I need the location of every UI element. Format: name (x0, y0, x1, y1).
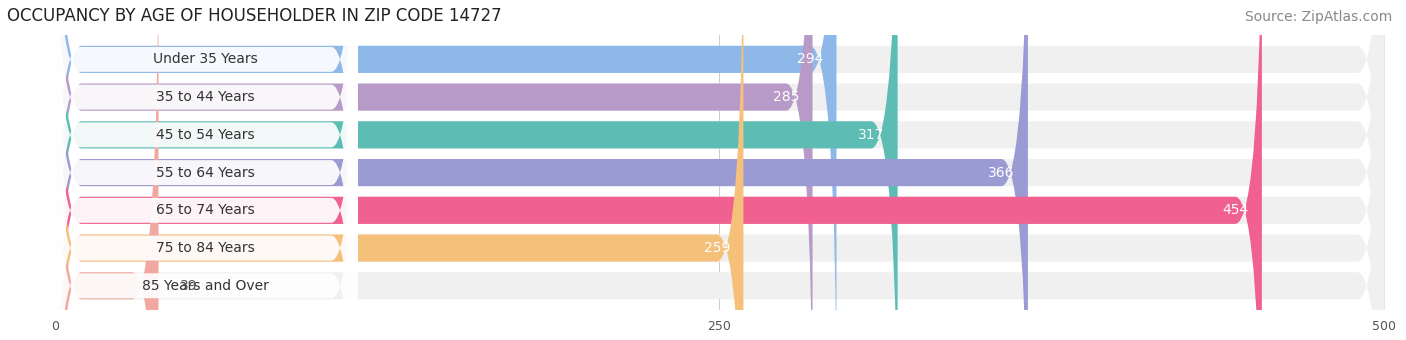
Text: 259: 259 (704, 241, 730, 255)
FancyBboxPatch shape (52, 0, 359, 340)
Text: 39: 39 (180, 279, 197, 293)
FancyBboxPatch shape (52, 0, 359, 340)
Text: Under 35 Years: Under 35 Years (153, 52, 257, 66)
Text: Source: ZipAtlas.com: Source: ZipAtlas.com (1244, 10, 1392, 24)
Text: 65 to 74 Years: 65 to 74 Years (156, 203, 254, 217)
FancyBboxPatch shape (55, 0, 1384, 340)
FancyBboxPatch shape (55, 0, 1384, 340)
Text: 294: 294 (797, 52, 823, 66)
Text: 85 Years and Over: 85 Years and Over (142, 279, 269, 293)
FancyBboxPatch shape (52, 0, 359, 340)
FancyBboxPatch shape (55, 0, 1384, 340)
Text: 35 to 44 Years: 35 to 44 Years (156, 90, 254, 104)
Text: 55 to 64 Years: 55 to 64 Years (156, 166, 254, 180)
FancyBboxPatch shape (55, 0, 1384, 340)
FancyBboxPatch shape (55, 0, 1261, 340)
FancyBboxPatch shape (52, 0, 359, 340)
Text: 454: 454 (1222, 203, 1249, 217)
Text: OCCUPANCY BY AGE OF HOUSEHOLDER IN ZIP CODE 14727: OCCUPANCY BY AGE OF HOUSEHOLDER IN ZIP C… (7, 7, 502, 25)
Text: 317: 317 (858, 128, 884, 142)
FancyBboxPatch shape (55, 0, 1028, 340)
FancyBboxPatch shape (55, 0, 159, 340)
FancyBboxPatch shape (55, 0, 837, 340)
FancyBboxPatch shape (55, 0, 1384, 340)
FancyBboxPatch shape (52, 0, 359, 340)
FancyBboxPatch shape (55, 0, 1384, 340)
Text: 45 to 54 Years: 45 to 54 Years (156, 128, 254, 142)
FancyBboxPatch shape (55, 0, 897, 340)
Text: 75 to 84 Years: 75 to 84 Years (156, 241, 254, 255)
FancyBboxPatch shape (52, 0, 359, 340)
FancyBboxPatch shape (52, 0, 359, 340)
Text: 366: 366 (988, 166, 1015, 180)
FancyBboxPatch shape (55, 0, 1384, 340)
FancyBboxPatch shape (55, 0, 813, 340)
FancyBboxPatch shape (55, 0, 744, 340)
Text: 285: 285 (773, 90, 799, 104)
